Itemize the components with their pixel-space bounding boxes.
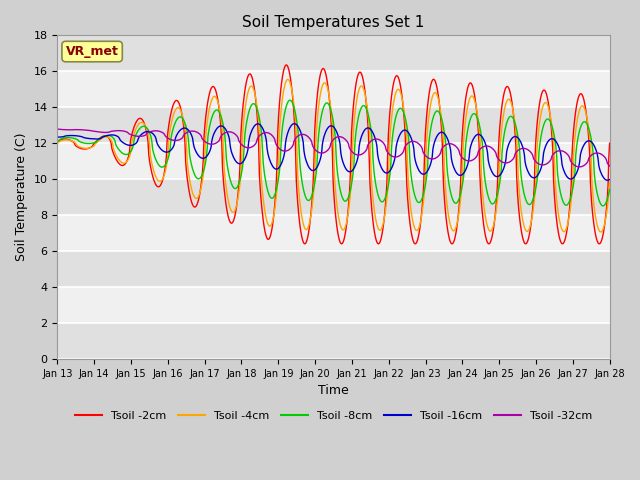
- Tsoil -32cm: [576, 164, 584, 170]
- Bar: [58, 179, 610, 215]
- Tsoil -32cm: [606, 163, 614, 169]
- Bar: [58, 72, 610, 107]
- Bar: [58, 215, 610, 251]
- Tsoil -4cm: [401, 119, 409, 125]
- Tsoil -4cm: [597, 229, 605, 235]
- Tsoil -2cm: [403, 162, 410, 168]
- Tsoil -32cm: [401, 144, 408, 150]
- Y-axis label: Soil Temperature (C): Soil Temperature (C): [15, 133, 28, 262]
- Tsoil -8cm: [205, 124, 213, 130]
- Tsoil -4cm: [177, 107, 184, 112]
- Line: Tsoil -8cm: Tsoil -8cm: [58, 100, 610, 206]
- Title: Soil Temperatures Set 1: Soil Temperatures Set 1: [243, 15, 425, 30]
- Legend: Tsoil -2cm, Tsoil -4cm, Tsoil -8cm, Tsoil -16cm, Tsoil -32cm: Tsoil -2cm, Tsoil -4cm, Tsoil -8cm, Tsoi…: [70, 407, 597, 425]
- Tsoil -2cm: [205, 91, 213, 96]
- Tsoil -4cm: [120, 160, 128, 166]
- Tsoil -32cm: [63, 127, 71, 132]
- Tsoil -32cm: [120, 128, 128, 134]
- Tsoil -16cm: [606, 177, 614, 182]
- Tsoil -32cm: [205, 141, 213, 147]
- Tsoil -2cm: [419, 204, 426, 210]
- Bar: [58, 36, 610, 72]
- Bar: [58, 107, 610, 143]
- Tsoil -16cm: [63, 133, 71, 139]
- Tsoil -2cm: [606, 140, 614, 146]
- Tsoil -32cm: [54, 126, 61, 132]
- Bar: [58, 323, 610, 359]
- Line: Tsoil -16cm: Tsoil -16cm: [58, 124, 610, 180]
- Tsoil -4cm: [63, 137, 71, 143]
- Tsoil -16cm: [54, 134, 61, 140]
- Tsoil -8cm: [599, 203, 607, 209]
- Line: Tsoil -2cm: Tsoil -2cm: [58, 65, 610, 244]
- Tsoil -4cm: [205, 106, 213, 111]
- Tsoil -8cm: [54, 138, 61, 144]
- Text: VR_met: VR_met: [66, 45, 118, 58]
- Bar: [58, 143, 610, 179]
- Tsoil -16cm: [418, 170, 426, 176]
- Tsoil -16cm: [177, 127, 184, 133]
- Tsoil -8cm: [120, 151, 128, 157]
- Line: Tsoil -32cm: Tsoil -32cm: [58, 129, 610, 167]
- Tsoil -4cm: [418, 214, 426, 219]
- Tsoil -16cm: [401, 127, 409, 133]
- Tsoil -16cm: [291, 121, 298, 127]
- Tsoil -2cm: [120, 162, 128, 168]
- Tsoil -4cm: [606, 179, 614, 185]
- Tsoil -2cm: [374, 241, 382, 247]
- Tsoil -32cm: [177, 136, 184, 142]
- Tsoil -8cm: [177, 114, 184, 120]
- Tsoil -2cm: [282, 62, 290, 68]
- Tsoil -2cm: [54, 139, 61, 144]
- Tsoil -4cm: [284, 76, 292, 82]
- Tsoil -8cm: [401, 115, 409, 121]
- Tsoil -2cm: [177, 104, 184, 110]
- Tsoil -16cm: [120, 141, 128, 146]
- Tsoil -8cm: [606, 187, 614, 192]
- Tsoil -8cm: [286, 97, 294, 103]
- Bar: [58, 251, 610, 287]
- Line: Tsoil -4cm: Tsoil -4cm: [58, 79, 610, 232]
- Tsoil -16cm: [604, 178, 611, 183]
- Tsoil -16cm: [205, 149, 213, 155]
- Tsoil -2cm: [63, 136, 71, 142]
- Bar: [58, 287, 610, 323]
- Tsoil -32cm: [417, 143, 424, 149]
- Tsoil -4cm: [54, 141, 61, 147]
- Tsoil -8cm: [418, 197, 426, 203]
- X-axis label: Time: Time: [318, 384, 349, 397]
- Tsoil -8cm: [63, 135, 71, 141]
